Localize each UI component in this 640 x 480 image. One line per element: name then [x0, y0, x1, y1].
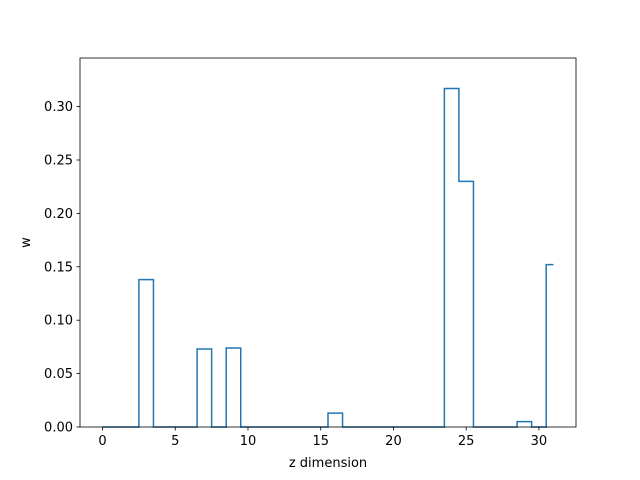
y-tick-label: 0.30 — [44, 100, 73, 115]
x-tick-label: 0 — [98, 434, 106, 449]
y-axis-label: w — [19, 237, 34, 248]
x-axis-label: z dimension — [289, 456, 367, 471]
y-tick-label: 0.25 — [44, 153, 73, 168]
x-tick-label: 20 — [385, 434, 402, 449]
y-tick-label: 0.10 — [44, 314, 73, 329]
x-tick-label: 25 — [458, 434, 475, 449]
axes-frame — [79, 57, 577, 428]
x-tick-label: 5 — [171, 434, 179, 449]
y-tick-label: 0.15 — [44, 260, 73, 275]
y-tick-label: 0.00 — [44, 421, 73, 436]
y-tick-label: 0.20 — [44, 207, 73, 222]
y-axis: 0.00 0.05 0.10 0.15 0.20 0.25 0.30 — [44, 100, 80, 436]
x-tick-label: 30 — [531, 434, 548, 449]
y-tick-label: 0.05 — [44, 367, 73, 382]
x-tick-label: 10 — [240, 434, 257, 449]
x-tick-label: 15 — [312, 434, 329, 449]
x-axis: 0 5 10 15 20 25 30 — [98, 427, 547, 449]
